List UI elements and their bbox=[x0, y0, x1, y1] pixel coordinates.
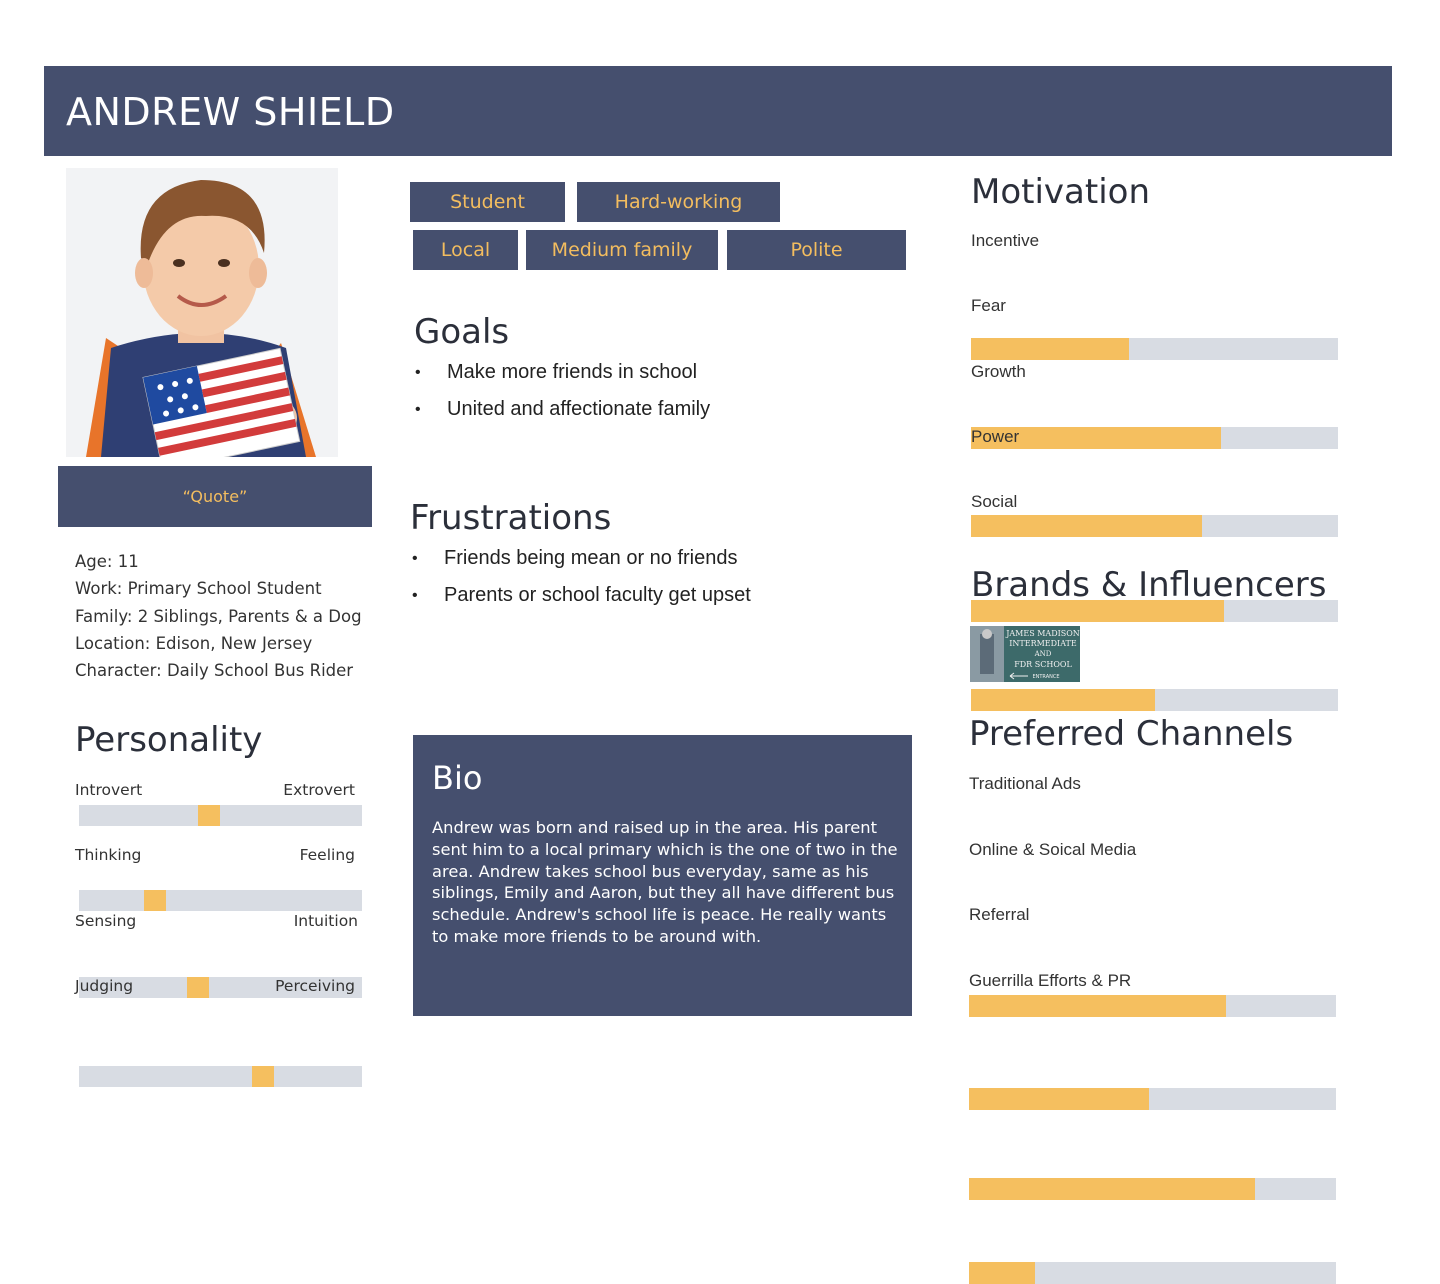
motivation-label: Social bbox=[971, 492, 1018, 511]
trait-right-label: Intuition bbox=[293, 912, 358, 930]
fact-location: Location: Edison, New Jersey bbox=[75, 633, 313, 653]
motivation-bar-fill bbox=[971, 689, 1155, 711]
trait-right-label: Perceiving bbox=[275, 977, 355, 995]
trait-slider-knob bbox=[251, 1066, 274, 1087]
goals-title: Goals bbox=[414, 312, 510, 352]
channel-bar-fill bbox=[969, 1262, 1036, 1284]
frustration-item: Friends being mean or no friends bbox=[412, 547, 751, 584]
fact-work: Work: Primary School Student bbox=[75, 579, 322, 599]
goals-list: Make more friends in school United and a… bbox=[415, 361, 710, 435]
fact-age: Age: 11 bbox=[75, 552, 139, 571]
trait-slider-judging-perceiving bbox=[79, 1066, 362, 1087]
school-sign-graphic: JAMES MADISON INTERMEDIATE AND FDR SCHOO… bbox=[970, 626, 1080, 682]
persona-name: ANDREW SHIELD bbox=[66, 90, 395, 134]
channel-bar bbox=[969, 1088, 1336, 1110]
motivation-title: Motivation bbox=[971, 172, 1150, 212]
trait-slider-knob bbox=[144, 890, 167, 911]
trait-left-label: Judging bbox=[75, 977, 134, 995]
motivation-bar bbox=[971, 515, 1338, 537]
trait-slider-knob bbox=[186, 977, 209, 998]
tag-polite: Polite bbox=[727, 230, 906, 270]
sign-line: INTERMEDIATE bbox=[1009, 639, 1077, 648]
sign-line: ENTRANCE bbox=[1032, 674, 1059, 680]
motivation-bar bbox=[971, 600, 1338, 622]
motivation-bar-fill bbox=[971, 338, 1129, 360]
channel-label: Online & Soical Media bbox=[969, 840, 1137, 859]
motivation-label: Power bbox=[971, 427, 1020, 446]
trait-right-label: Feeling bbox=[299, 846, 355, 864]
channel-label: Traditional Ads bbox=[969, 774, 1081, 793]
frustrations-list: Friends being mean or no friends Parents… bbox=[412, 547, 751, 621]
channels-title: Preferred Channels bbox=[969, 714, 1294, 754]
channel-label: Guerrilla Efforts & PR bbox=[969, 971, 1132, 990]
motivation-label: Growth bbox=[971, 362, 1026, 381]
fact-family: Family: 2 Siblings, Parents & a Dog bbox=[75, 606, 362, 626]
channel-bar bbox=[969, 1262, 1336, 1284]
channel-bar-fill bbox=[969, 995, 1226, 1017]
school-sign-image: JAMES MADISON INTERMEDIATE AND FDR SCHOO… bbox=[970, 626, 1080, 682]
frustration-item: Parents or school faculty get upset bbox=[412, 584, 751, 621]
motivation-label: Incentive bbox=[971, 231, 1040, 250]
goal-item: United and affectionate family bbox=[415, 398, 710, 435]
trait-slider-introvert-extrovert bbox=[79, 805, 362, 826]
persona-facts: Age: 11 Work: Primary School Student Fam… bbox=[75, 548, 362, 684]
bio-box: Bio Andrew was born and raised up in the… bbox=[413, 735, 912, 1016]
goal-item: Make more friends in school bbox=[415, 361, 710, 398]
trait-right-label: Extrovert bbox=[283, 781, 355, 799]
tag-hard-working: Hard-working bbox=[577, 182, 780, 222]
persona-photo bbox=[66, 168, 338, 457]
motivation-bar bbox=[971, 338, 1338, 360]
motivation-bar-fill bbox=[971, 600, 1225, 622]
boy-portrait-image bbox=[66, 168, 338, 457]
trait-slider-thinking-feeling bbox=[79, 890, 362, 911]
motivation-label: Fear bbox=[971, 296, 1006, 315]
sign-line: JAMES MADISON bbox=[1005, 629, 1080, 638]
tag-local: Local bbox=[413, 230, 518, 270]
channel-label: Referral bbox=[969, 905, 1030, 924]
trait-slider-sensing-intuition bbox=[79, 977, 362, 998]
sign-line: FDR SCHOOL bbox=[1014, 660, 1072, 669]
channel-bar-fill bbox=[969, 1088, 1149, 1110]
brands-title: Brands & Influencers bbox=[971, 565, 1327, 605]
tag-medium-family: Medium family bbox=[526, 230, 718, 270]
channel-bar bbox=[969, 995, 1336, 1017]
channel-bar-fill bbox=[969, 1178, 1256, 1200]
trait-slider-knob bbox=[198, 805, 221, 826]
frustrations-title: Frustrations bbox=[410, 498, 612, 538]
motivation-bar-fill bbox=[971, 515, 1203, 537]
quote-box: “Quote” bbox=[58, 466, 372, 527]
personality-title: Personality bbox=[75, 720, 263, 760]
header-banner: ANDREW SHIELD bbox=[44, 66, 1392, 156]
trait-left-label: Introvert bbox=[75, 781, 143, 799]
trait-left-label: Sensing bbox=[75, 912, 137, 930]
tag-student: Student bbox=[410, 182, 565, 222]
bio-text: Andrew was born and raised up in the are… bbox=[432, 818, 898, 946]
motivation-bar-fill bbox=[971, 427, 1221, 449]
bio-title: Bio bbox=[432, 759, 483, 797]
fact-character: Character: Daily School Bus Rider bbox=[75, 661, 354, 681]
motivation-bar bbox=[971, 427, 1338, 449]
motivation-bar bbox=[971, 689, 1338, 711]
quote-text: “Quote” bbox=[182, 487, 248, 506]
sign-line: AND bbox=[1034, 650, 1052, 658]
channel-bar bbox=[969, 1178, 1336, 1200]
trait-left-label: Thinking bbox=[75, 846, 142, 864]
